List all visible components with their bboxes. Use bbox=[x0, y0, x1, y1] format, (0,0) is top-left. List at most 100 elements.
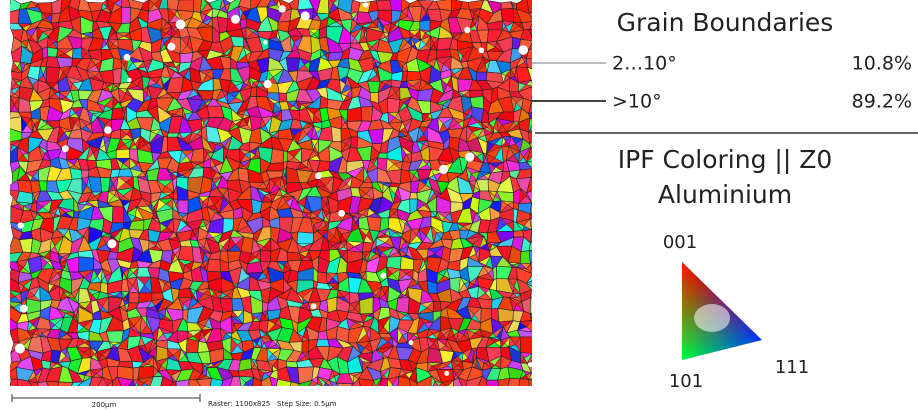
unindexed-spot bbox=[107, 239, 116, 248]
grain bbox=[538, 230, 550, 238]
boundary-label: 2…10° bbox=[612, 53, 677, 75]
unindexed-spot bbox=[15, 343, 25, 353]
grain bbox=[536, 373, 544, 381]
legend-title: Grain Boundaries bbox=[617, 8, 834, 37]
grain bbox=[545, 209, 552, 219]
grain bbox=[317, 387, 334, 401]
grain bbox=[541, 349, 547, 357]
unindexed-spot bbox=[176, 20, 186, 30]
grain bbox=[331, 127, 341, 142]
grain bbox=[387, 98, 400, 113]
grain bbox=[476, 390, 491, 404]
grain bbox=[500, 390, 507, 395]
grain bbox=[532, 320, 542, 324]
grain bbox=[535, 149, 540, 160]
grain bbox=[68, 389, 75, 399]
grain bbox=[305, 389, 313, 401]
grain bbox=[125, 386, 129, 398]
grain bbox=[544, 6, 550, 12]
grain bbox=[463, 390, 468, 402]
grain bbox=[543, 357, 552, 374]
unindexed-spot bbox=[363, 2, 368, 7]
grain bbox=[302, 340, 309, 352]
grain bbox=[75, 386, 79, 399]
grain bbox=[279, 93, 287, 102]
grain bbox=[167, 386, 177, 390]
grain bbox=[518, 393, 530, 401]
grain bbox=[541, 352, 547, 357]
grain bbox=[501, 8, 514, 22]
grain bbox=[39, 181, 47, 191]
grain bbox=[439, 387, 453, 391]
page: 200μm Raster: 1100x825 Step Size: 0.5μm … bbox=[0, 0, 918, 410]
grain bbox=[505, 391, 511, 400]
grain bbox=[337, 392, 348, 399]
grain bbox=[530, 388, 539, 398]
grain bbox=[539, 388, 549, 403]
grain bbox=[527, 0, 544, 13]
grain bbox=[337, 396, 352, 400]
grain bbox=[78, 386, 86, 399]
grain bbox=[7, 9, 19, 23]
grain bbox=[541, 288, 554, 303]
grain bbox=[79, 394, 93, 401]
grain bbox=[536, 115, 547, 120]
grain bbox=[269, 386, 281, 397]
ipf-triangle bbox=[682, 262, 762, 360]
grain bbox=[129, 386, 138, 392]
grain bbox=[540, 255, 550, 260]
grain bbox=[548, 9, 552, 19]
grain bbox=[538, 256, 552, 268]
grain bbox=[417, 387, 432, 398]
boundary-fraction: 10.8% bbox=[852, 53, 912, 75]
grain bbox=[297, 232, 314, 244]
unindexed-spot bbox=[20, 305, 28, 313]
grain bbox=[207, 259, 221, 272]
grain bbox=[257, 388, 272, 398]
grain bbox=[32, 387, 41, 403]
ipf-label: 101 bbox=[669, 371, 703, 392]
grain bbox=[336, 383, 353, 392]
grain bbox=[46, 67, 60, 83]
grain bbox=[347, 107, 362, 121]
unindexed-spot bbox=[231, 15, 240, 24]
grain bbox=[535, 127, 542, 137]
grain bbox=[530, 309, 542, 321]
grain bbox=[543, 47, 554, 62]
grain bbox=[533, 324, 539, 332]
phase-name: Aluminium bbox=[658, 180, 792, 209]
grain bbox=[520, 337, 534, 354]
unindexed-spot bbox=[439, 165, 448, 174]
grain bbox=[209, 378, 223, 392]
unindexed-spot bbox=[465, 152, 474, 161]
grain bbox=[540, 216, 553, 219]
grain bbox=[529, 380, 540, 393]
grain bbox=[488, 390, 500, 404]
grain bbox=[526, 398, 538, 403]
grain bbox=[540, 367, 554, 381]
unindexed-spot bbox=[62, 145, 69, 152]
grain bbox=[544, 250, 550, 260]
unindexed-spot bbox=[263, 40, 267, 44]
grain bbox=[137, 387, 150, 404]
grain bbox=[377, 393, 386, 398]
map-info: Raster: 1100x825 Step Size: 0.5μm bbox=[208, 400, 337, 408]
grain bbox=[539, 341, 550, 352]
grain bbox=[79, 257, 94, 272]
grain bbox=[276, 386, 289, 394]
grain bbox=[47, 47, 57, 57]
grain bbox=[467, 390, 480, 403]
unindexed-spot bbox=[519, 45, 529, 55]
unindexed-spot bbox=[528, 362, 533, 367]
grain bbox=[209, 388, 221, 396]
grain bbox=[106, 331, 123, 343]
grain bbox=[117, 389, 125, 402]
grain bbox=[348, 386, 353, 399]
grain bbox=[177, 0, 194, 12]
grain bbox=[57, 388, 70, 404]
grain bbox=[476, 72, 487, 81]
grain bbox=[308, 387, 323, 400]
grain bbox=[368, 388, 378, 403]
grain bbox=[112, 206, 123, 222]
grain bbox=[542, 309, 553, 322]
